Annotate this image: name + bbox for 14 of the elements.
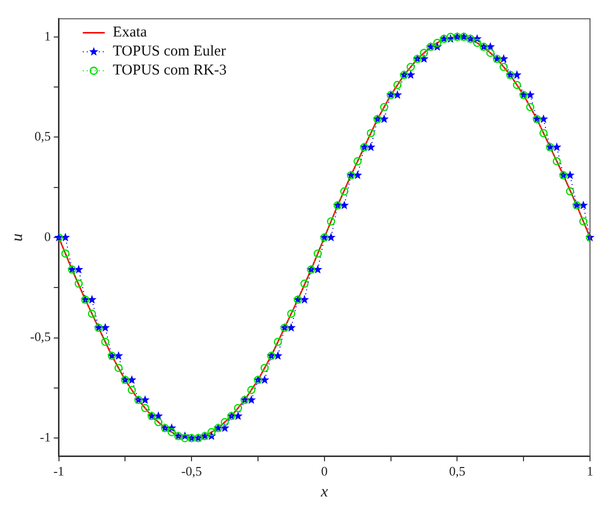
x-tick-label: 0,5: [449, 463, 466, 478]
x-tick-label: 1: [586, 463, 594, 478]
y-tick-label: 0,5: [34, 128, 51, 144]
legend-label: TOPUS com RK-3: [112, 62, 227, 79]
y-axis-title: u: [8, 234, 26, 242]
y-tick-label: -1: [40, 430, 51, 445]
y-tick-label: -0,5: [30, 329, 51, 344]
y-tick-label: 0: [44, 228, 51, 244]
x-axis-title: x: [320, 484, 328, 501]
y-tick-label: 1: [44, 28, 51, 44]
legend-label: TOPUS com Euler: [112, 44, 226, 60]
x-tick-label: 0: [321, 463, 328, 478]
legend-label: Exata: [112, 24, 148, 41]
x-tick-label: -0,5: [181, 463, 202, 478]
